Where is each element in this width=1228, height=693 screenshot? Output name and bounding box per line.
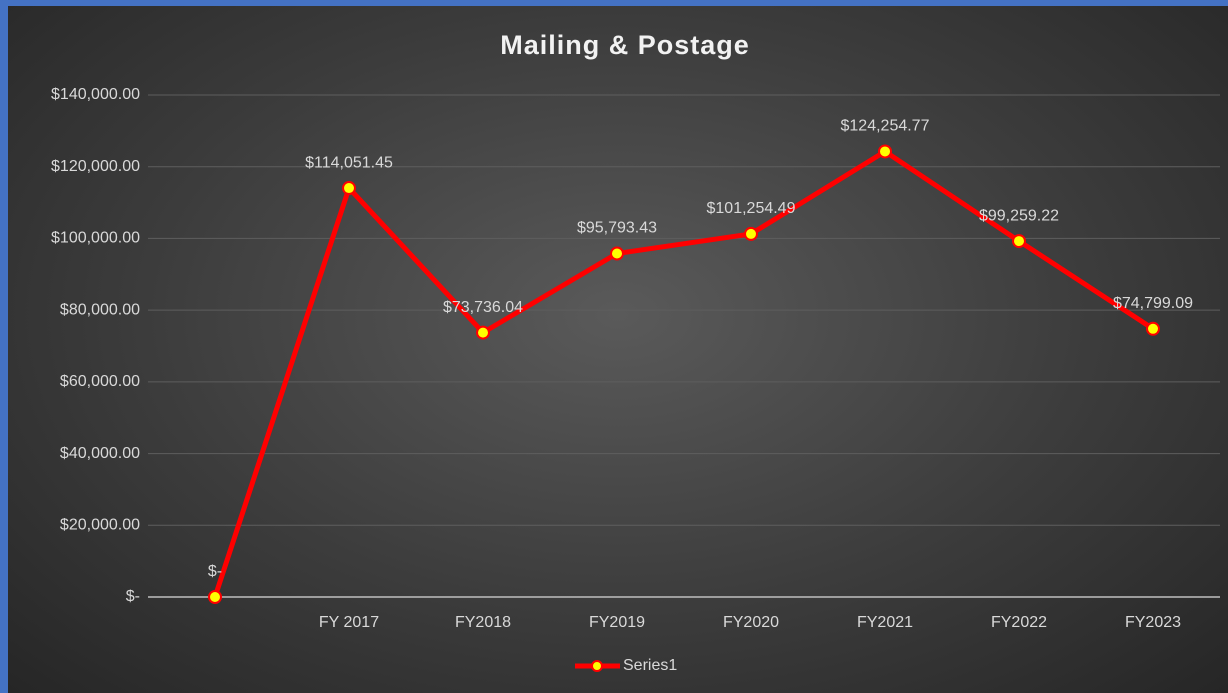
data-label: $73,736.04 [443,299,523,316]
x-tick-label: FY2020 [723,614,779,631]
data-label: $99,259.22 [979,207,1059,224]
marker [1012,234,1026,249]
series-line [212,148,1155,598]
marker [878,144,892,159]
x-tick-label: FY 2017 [319,614,379,631]
x-tick-label: FY2022 [991,614,1047,631]
chart-area [8,6,1228,693]
x-tick-label: FY2021 [857,614,913,631]
y-tick-label: $140,000.00 [51,86,140,103]
marker [1146,321,1160,336]
y-tick-label: $120,000.00 [51,158,140,175]
data-label: $101,254.49 [707,200,796,217]
y-tick-label: $- [126,588,140,605]
data-label: $124,254.77 [841,118,930,135]
y-tick-label: $80,000.00 [60,301,140,318]
data-label: $95,793.43 [577,220,657,237]
marker [744,226,758,241]
legend-marker [591,660,603,672]
marker [476,325,490,340]
y-tick-label: $60,000.00 [60,373,140,390]
data-label: $74,799.09 [1113,295,1193,312]
data-label: $114,051.45 [305,154,393,171]
x-tick-label: FY2018 [455,614,511,631]
chart-title: Mailing & Postage [500,30,750,60]
marker [342,181,356,196]
x-tick-label: FY2023 [1125,614,1181,631]
marker [208,590,222,604]
y-tick-label: $40,000.00 [60,445,140,462]
legend-label: Series1 [623,657,677,674]
data-label: $- [208,563,222,580]
y-tick-label: $100,000.00 [51,230,140,247]
x-tick-label: FY2019 [589,614,645,631]
y-tick-label: $20,000.00 [60,517,140,534]
marker [610,246,624,261]
